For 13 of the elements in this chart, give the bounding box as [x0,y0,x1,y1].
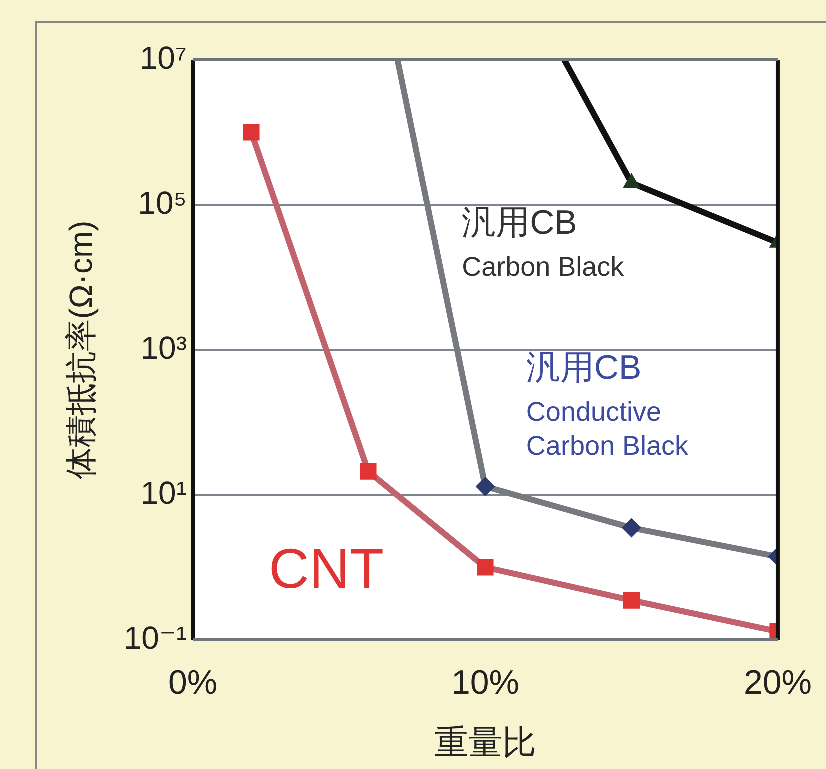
y-tick-label: 10⁷ [140,40,187,76]
series-label: 汎用CB Conductive Carbon Black [526,349,690,461]
x-tick-label: 0% [168,664,218,702]
y-tick-label: 10⁵ [138,184,187,221]
series-label: 汎用CB Carbon Black [462,204,625,282]
series-label: CNT [269,536,384,600]
y-axis-title: 体積抵抗率(Ω·cm) [63,220,100,480]
x-tick-label: 20% [744,664,812,702]
y-tick-label: 10¹ [140,474,187,511]
y-tick-label: 10⁻¹ [124,620,187,656]
x-tick-label: 10% [451,664,520,702]
y-tick-label: 10³ [140,330,188,366]
x-axis-title: 重量比 [434,724,536,762]
